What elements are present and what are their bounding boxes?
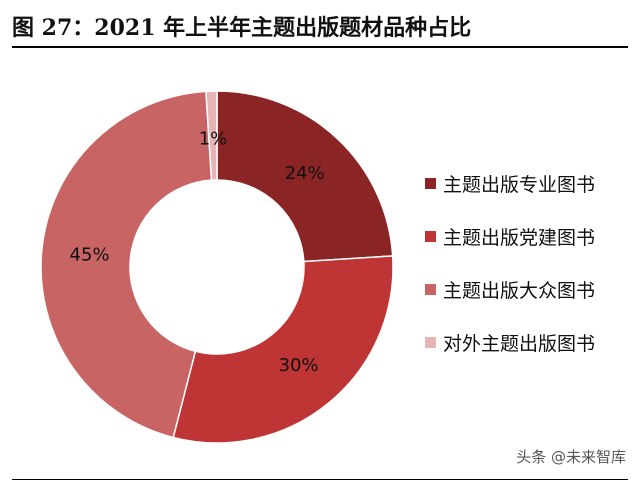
slice-label-2: 30%	[279, 355, 319, 376]
slice-label-3: 45%	[70, 244, 110, 265]
legend-item-1: 主题出版专业图书	[425, 170, 595, 196]
legend-item-2: 主题出版党建图书	[425, 223, 595, 249]
donut-slice-2	[172, 255, 394, 444]
chart-title: 图 27：2021 年上半年主题出版题材品种占比	[12, 15, 472, 41]
title-rule	[12, 46, 628, 48]
donut-slice-4	[205, 90, 218, 181]
bottom-rule	[12, 479, 628, 480]
legend-swatch-2	[425, 230, 436, 242]
legend-swatch-4	[425, 336, 436, 348]
legend: 主题出版专业图书 主题出版党建图书 主题出版大众图书 对外主题出版图书	[425, 170, 595, 382]
legend-swatch-3	[425, 283, 436, 295]
watermark: 头条 @未来智库	[516, 448, 626, 466]
legend-label-1: 主题出版专业图书	[443, 173, 596, 196]
legend-label-4: 对外主题出版图书	[443, 332, 596, 355]
slice-label-1: 24%	[285, 163, 325, 184]
legend-label-2: 主题出版党建图书	[443, 226, 596, 249]
donut-slice-3	[40, 90, 213, 439]
donut-slice-1	[216, 90, 394, 263]
legend-label-3: 主题出版大众图书	[443, 279, 596, 302]
legend-item-4: 对外主题出版图书	[425, 329, 595, 355]
slice-label-4: 1%	[199, 129, 228, 150]
legend-swatch-1	[425, 177, 436, 189]
legend-item-3: 主题出版大众图书	[425, 276, 595, 302]
